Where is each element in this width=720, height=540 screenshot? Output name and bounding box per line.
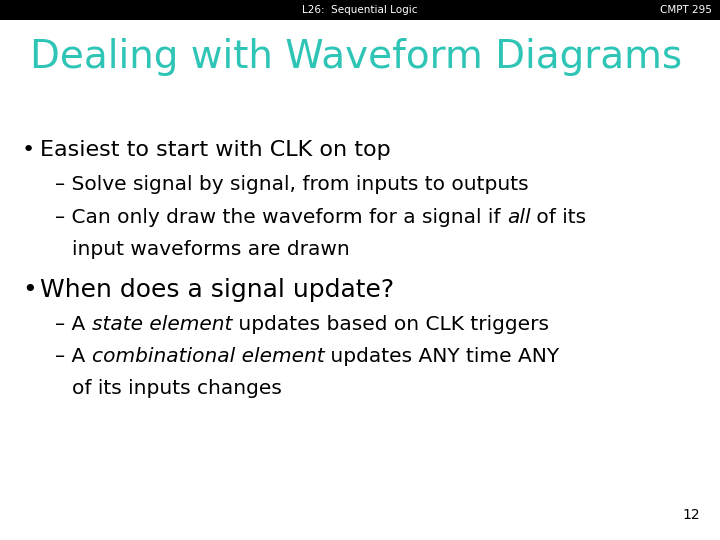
Bar bbox=[0, 0, 720, 20]
Text: input waveforms are drawn: input waveforms are drawn bbox=[72, 240, 350, 259]
Text: – Can only draw the waveform for a signal if: – Can only draw the waveform for a signa… bbox=[55, 208, 507, 227]
Text: Easiest to start with CLK on top: Easiest to start with CLK on top bbox=[40, 140, 391, 160]
Text: •: • bbox=[22, 140, 35, 160]
Text: combinational element: combinational element bbox=[91, 347, 324, 366]
Text: updates based on CLK triggers: updates based on CLK triggers bbox=[232, 315, 549, 334]
Text: of its: of its bbox=[531, 208, 587, 227]
Text: •: • bbox=[22, 278, 37, 302]
Text: When does a signal update?: When does a signal update? bbox=[40, 278, 394, 302]
Text: Dealing with Waveform Diagrams: Dealing with Waveform Diagrams bbox=[30, 38, 682, 76]
Text: all: all bbox=[507, 208, 531, 227]
Text: – Solve signal by signal, from inputs to outputs: – Solve signal by signal, from inputs to… bbox=[55, 175, 528, 194]
Text: state element: state element bbox=[91, 315, 232, 334]
Text: – A: – A bbox=[55, 347, 91, 366]
Text: of its inputs changes: of its inputs changes bbox=[72, 379, 282, 398]
Text: updates ANY time ANY: updates ANY time ANY bbox=[324, 347, 559, 366]
Text: CMPT 295: CMPT 295 bbox=[660, 5, 712, 15]
Text: L26:  Sequential Logic: L26: Sequential Logic bbox=[302, 5, 418, 15]
Text: – A: – A bbox=[55, 315, 91, 334]
Text: 12: 12 bbox=[683, 508, 700, 522]
